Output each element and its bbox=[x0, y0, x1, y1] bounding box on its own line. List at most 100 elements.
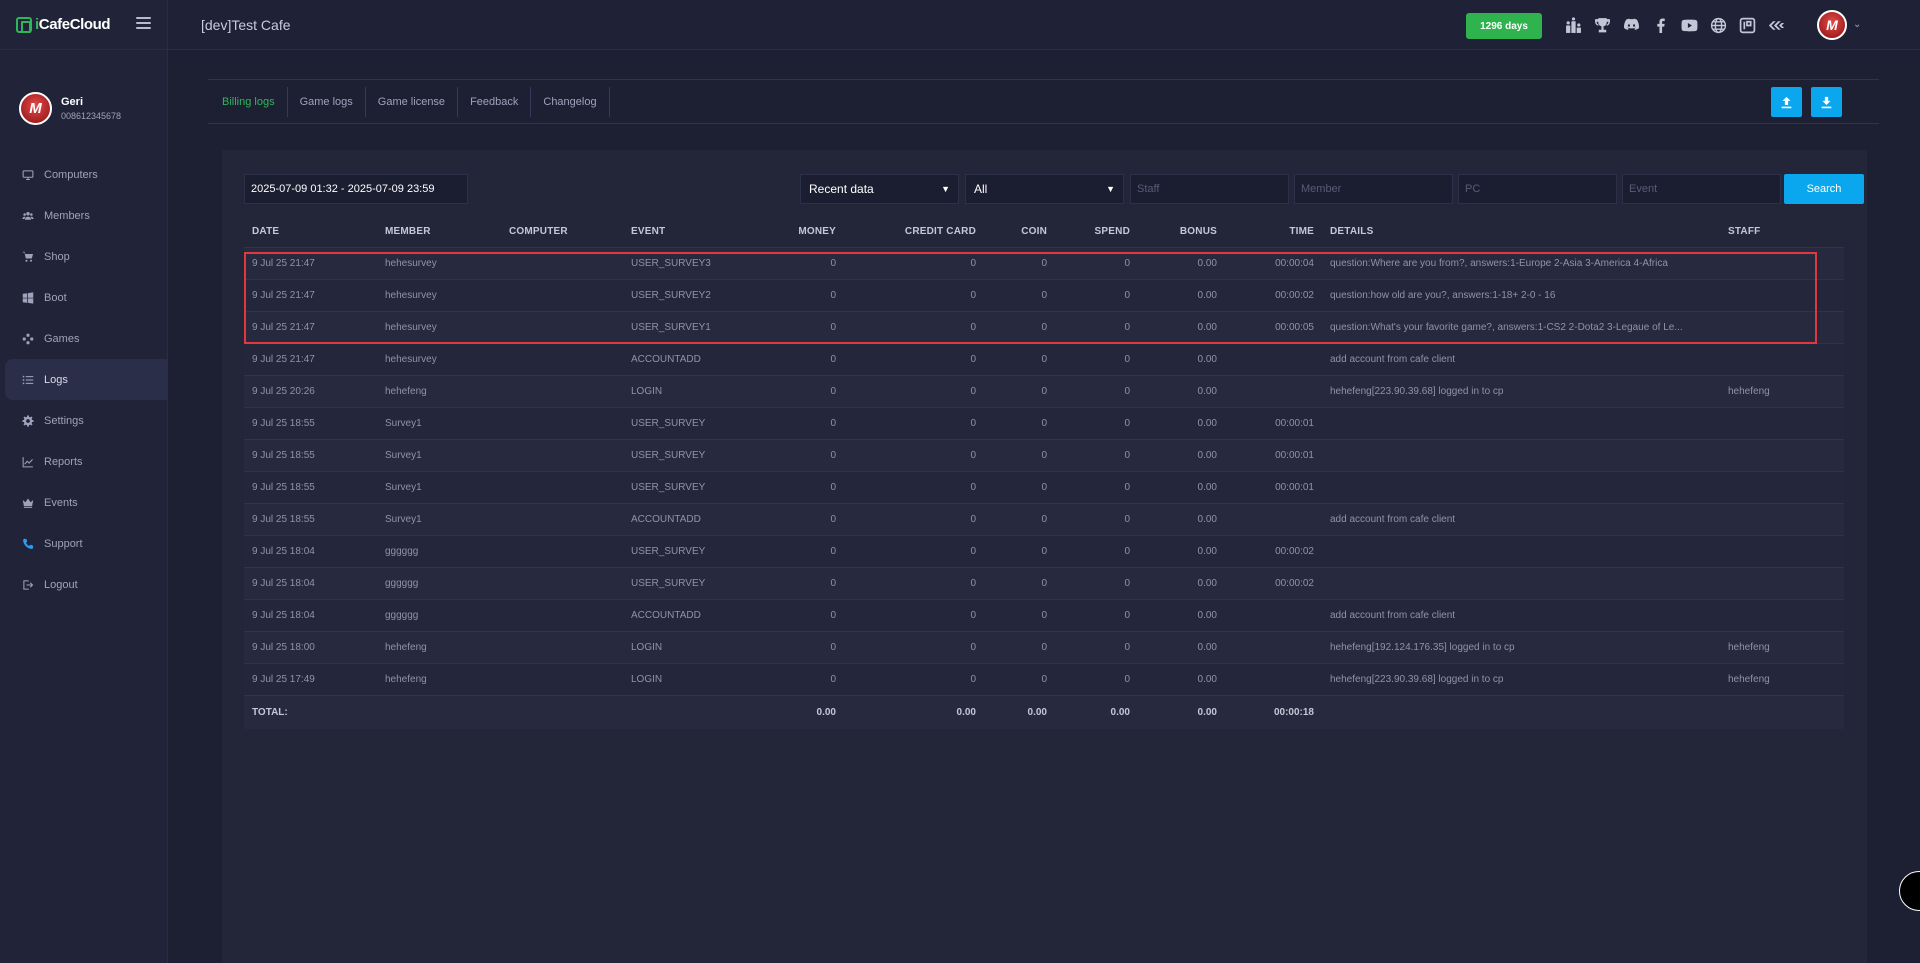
cell-date: 9 Jul 25 21:47 bbox=[244, 278, 377, 311]
member-input[interactable] bbox=[1294, 174, 1453, 204]
upload-button[interactable] bbox=[1771, 87, 1802, 117]
cell-spend: 0 bbox=[1055, 630, 1138, 663]
ranking-icon[interactable] bbox=[1563, 15, 1584, 35]
search-button[interactable]: Search bbox=[1784, 174, 1864, 204]
table-row[interactable]: 9 Jul 25 21:47 hehesurvey USER_SURVEY1 0 0 0 0… bbox=[244, 310, 1844, 343]
table-row[interactable]: 9 Jul 25 18:55 Survey1 USER_SURVEY 0 0 0 0 0.00… bbox=[244, 438, 1844, 471]
date-range-picker[interactable]: 2025-07-09 01:32 - 2025-07-09 23:59 bbox=[244, 174, 468, 204]
sidebar-item-settings[interactable]: Settings bbox=[0, 400, 167, 441]
cell-coin: 0 bbox=[984, 406, 1055, 439]
table-row[interactable]: 9 Jul 25 18:55 Survey1 USER_SURVEY 0 0 0 0 0.00… bbox=[244, 470, 1844, 503]
staff-input[interactable] bbox=[1130, 174, 1289, 204]
sidebar-item-reports[interactable]: Reports bbox=[0, 441, 167, 482]
cell-time: 00:00:02 bbox=[1225, 534, 1322, 567]
sidebar-item-logs[interactable]: Logs bbox=[5, 359, 167, 400]
cell-bonus: 0.00 bbox=[1138, 598, 1225, 631]
sidebar-item-events[interactable]: Events bbox=[0, 482, 167, 523]
sidebar-item-logout[interactable]: Logout bbox=[0, 564, 167, 605]
cell-computer bbox=[501, 470, 623, 503]
col-bonus[interactable]: BONUS bbox=[1179, 226, 1217, 238]
cell-event: ACCOUNTADD bbox=[623, 502, 743, 535]
cell-staff bbox=[1720, 598, 1844, 631]
table-row[interactable]: 9 Jul 25 18:04 gggggg ACCOUNTADD 0 0 0 0 0.00 ad… bbox=[244, 598, 1844, 631]
hamburger-menu-icon[interactable] bbox=[136, 17, 151, 29]
total-spend: 0.00 bbox=[1055, 694, 1138, 729]
cell-time: 00:00:02 bbox=[1225, 566, 1322, 599]
facebook-icon[interactable] bbox=[1650, 15, 1671, 35]
license-days-badge[interactable]: 1296 days bbox=[1466, 13, 1542, 39]
trophy-icon[interactable] bbox=[1592, 15, 1613, 35]
tab-game-logs[interactable]: Game logs bbox=[288, 87, 366, 117]
table-row[interactable]: 9 Jul 25 21:47 hehesurvey ACCOUNTADD 0 0 0 0 0.… bbox=[244, 342, 1844, 375]
cell-credit-card: 0 bbox=[844, 662, 984, 695]
table-row[interactable]: 9 Jul 25 21:47 hehesurvey USER_SURVEY3 0 0 0 0… bbox=[244, 246, 1844, 279]
col-staff[interactable]: STAFF bbox=[1728, 226, 1761, 238]
sidebar-item-boot[interactable]: Boot bbox=[0, 277, 167, 318]
col-money[interactable]: MONEY bbox=[798, 226, 836, 238]
select-value: All bbox=[974, 182, 988, 196]
cell-details: hehefeng[223.90.39.68] logged in to cp bbox=[1322, 374, 1720, 407]
table-row[interactable]: 9 Jul 25 18:04 gggggg USER_SURVEY 0 0 0 0 0.00 0… bbox=[244, 566, 1844, 599]
cell-money: 0 bbox=[743, 566, 844, 599]
col-date[interactable]: DATE bbox=[252, 226, 280, 238]
phone-icon bbox=[21, 537, 35, 551]
col-member[interactable]: MEMBER bbox=[385, 226, 431, 238]
icafe-icon[interactable] bbox=[1737, 15, 1758, 35]
cell-event: USER_SURVEY bbox=[623, 470, 743, 503]
data-range-select[interactable]: Recent data ▼ bbox=[800, 174, 959, 204]
pc-input[interactable] bbox=[1458, 174, 1617, 204]
cell-member: hehesurvey bbox=[377, 246, 501, 279]
table-row[interactable]: 9 Jul 25 21:47 hehesurvey USER_SURVEY2 0 0 0 0… bbox=[244, 278, 1844, 311]
cell-computer bbox=[501, 406, 623, 439]
table-row[interactable]: 9 Jul 25 18:00 hehefeng LOGIN 0 0 0 0 0.00 hehef… bbox=[244, 630, 1844, 663]
cafe-title[interactable]: [dev]Test Cafe bbox=[201, 17, 291, 33]
col-event[interactable]: EVENT bbox=[631, 226, 666, 238]
download-button[interactable] bbox=[1811, 87, 1842, 117]
sidebar-item-support[interactable]: Support bbox=[0, 523, 167, 564]
cell-bonus: 0.00 bbox=[1138, 406, 1225, 439]
col-coin[interactable]: COIN bbox=[1021, 226, 1047, 238]
sidebar-item-members[interactable]: Members bbox=[0, 195, 167, 236]
tab-changelog[interactable]: Changelog bbox=[531, 87, 610, 117]
tab-billing-logs[interactable]: Billing logs bbox=[210, 87, 288, 117]
col-credit-card[interactable]: CREDIT CARD bbox=[904, 226, 976, 238]
tab-feedback[interactable]: Feedback bbox=[458, 87, 532, 117]
chevron-down-icon[interactable]: ⌄ bbox=[1853, 19, 1862, 30]
cell-bonus: 0.00 bbox=[1138, 310, 1225, 343]
sidebar-item-label: Logs bbox=[44, 373, 68, 386]
cell-staff: hehefeng bbox=[1720, 662, 1844, 695]
sidebar-item-label: Events bbox=[44, 496, 78, 509]
event-input[interactable] bbox=[1622, 174, 1781, 204]
cell-member: gggggg bbox=[377, 534, 501, 567]
cell-computer bbox=[501, 598, 623, 631]
brand-logo[interactable]: iCafeCloud bbox=[16, 16, 111, 33]
sidebar-item-shop[interactable]: Shop bbox=[0, 236, 167, 277]
col-details[interactable]: DETAILS bbox=[1330, 226, 1374, 238]
cell-staff bbox=[1720, 342, 1844, 375]
col-time[interactable]: TIME bbox=[1289, 226, 1314, 238]
cell-money: 0 bbox=[743, 406, 844, 439]
cell-bonus: 0.00 bbox=[1138, 534, 1225, 567]
discord-icon[interactable] bbox=[1621, 15, 1642, 35]
table-row[interactable]: 9 Jul 25 18:55 Survey1 ACCOUNTADD 0 0 0 0 0.00 a… bbox=[244, 502, 1844, 535]
youtube-icon[interactable] bbox=[1679, 15, 1700, 35]
cell-coin: 0 bbox=[984, 598, 1055, 631]
sidebar-item-games[interactable]: Games bbox=[0, 318, 167, 359]
table-row[interactable]: 9 Jul 25 20:26 hehefeng LOGIN 0 0 0 0 0.00 hehef… bbox=[244, 374, 1844, 407]
globe-icon[interactable] bbox=[1708, 15, 1729, 35]
col-spend[interactable]: SPEND bbox=[1094, 226, 1130, 238]
table-row[interactable]: 9 Jul 25 18:04 gggggg USER_SURVEY 0 0 0 0 0.00 0… bbox=[244, 534, 1844, 567]
sidebar-item-computers[interactable]: Computers bbox=[0, 154, 167, 195]
cell-credit-card: 0 bbox=[844, 502, 984, 535]
header-avatar[interactable]: M bbox=[1817, 10, 1847, 40]
event-type-select[interactable]: All ▼ bbox=[965, 174, 1124, 204]
floating-action-button[interactable] bbox=[1899, 871, 1920, 911]
tab-game-license[interactable]: Game license bbox=[366, 87, 459, 117]
col-computer[interactable]: COMPUTER bbox=[509, 226, 568, 238]
table-total-row: TOTAL: 0.00 0.00 0.00 0.00 0.00 00:00:18 bbox=[244, 694, 1844, 729]
brand-icon[interactable] bbox=[1766, 15, 1787, 35]
cell-date: 9 Jul 25 18:00 bbox=[244, 630, 377, 663]
chevron-down-icon: ▼ bbox=[1106, 184, 1115, 194]
table-row[interactable]: 9 Jul 25 17:49 hehefeng LOGIN 0 0 0 0 0.00 hehef… bbox=[244, 662, 1844, 695]
table-row[interactable]: 9 Jul 25 18:55 Survey1 USER_SURVEY 0 0 0 0 0.00… bbox=[244, 406, 1844, 439]
